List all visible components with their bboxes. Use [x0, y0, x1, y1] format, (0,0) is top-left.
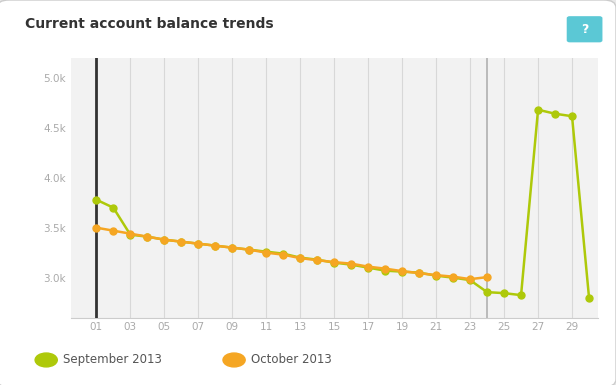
Circle shape — [35, 353, 57, 367]
Text: 24 October: 24 October — [320, 114, 386, 127]
Text: £ 2,855.57: £ 2,855.57 — [326, 218, 397, 231]
Text: 24 September: 24 September — [326, 194, 411, 208]
Text: September 2013: September 2013 — [63, 353, 162, 367]
Text: October 2013: October 2013 — [251, 353, 331, 367]
FancyBboxPatch shape — [567, 16, 602, 42]
FancyBboxPatch shape — [311, 181, 496, 248]
Text: Current account balance trends: Current account balance trends — [25, 17, 274, 31]
Text: ?: ? — [581, 23, 588, 36]
Circle shape — [223, 353, 245, 367]
Text: £ 3,005.27: £ 3,005.27 — [320, 137, 391, 150]
FancyBboxPatch shape — [305, 100, 484, 167]
